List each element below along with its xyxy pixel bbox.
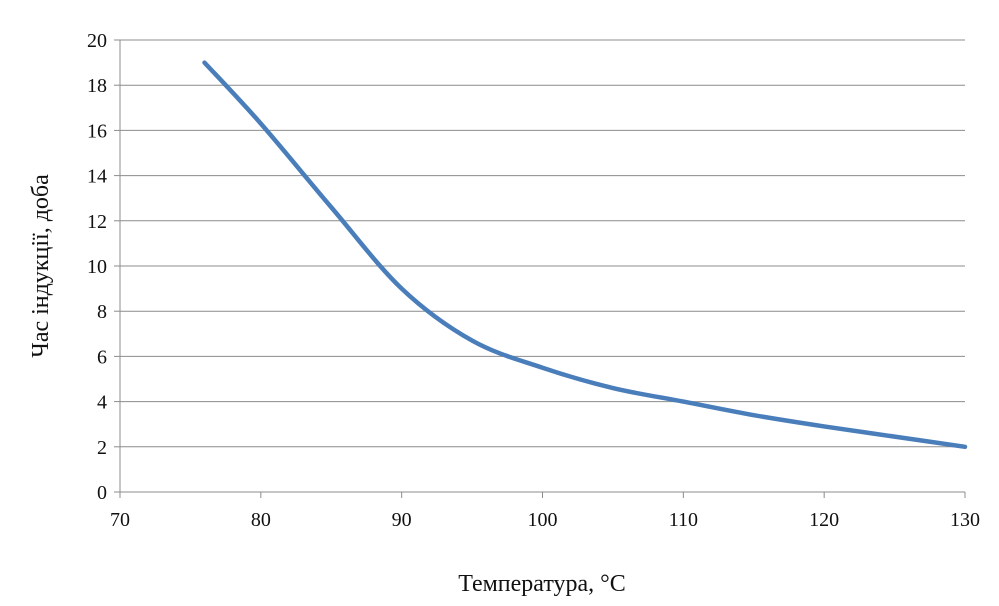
y-tick-label: 6 xyxy=(97,346,107,368)
y-tick-label: 10 xyxy=(87,256,107,278)
axes xyxy=(114,39,966,498)
x-tick-label: 90 xyxy=(392,509,412,531)
y-tick-label: 8 xyxy=(97,301,107,323)
y-tick-label: 4 xyxy=(97,392,107,414)
y-tick-label: 0 xyxy=(97,482,107,504)
y-tick-label: 20 xyxy=(87,30,107,52)
x-axis-title: Температура, °C xyxy=(458,571,626,597)
y-tick-label: 18 xyxy=(87,75,107,97)
x-tick-label: 120 xyxy=(809,509,839,531)
x-tick-label: 100 xyxy=(528,509,558,531)
y-tick-label: 12 xyxy=(87,211,107,233)
y-axis-title: Час індукції, доба xyxy=(28,174,54,358)
y-tick-label: 16 xyxy=(87,120,107,142)
x-tick-label: 80 xyxy=(251,509,271,531)
x-tick-label: 110 xyxy=(669,509,698,531)
x-tick-label: 130 xyxy=(950,509,980,531)
tick-labels: 0 2 4 6 8 10 12 14 16 18 20 70 80 90 100 110 120 130 xyxy=(87,30,980,531)
series-layer xyxy=(202,60,968,450)
gridlines xyxy=(120,39,965,448)
series-line-0 xyxy=(202,60,968,450)
x-tick-label: 70 xyxy=(110,509,130,531)
y-tick-label: 14 xyxy=(87,166,107,188)
y-tick-label: 2 xyxy=(97,437,107,459)
